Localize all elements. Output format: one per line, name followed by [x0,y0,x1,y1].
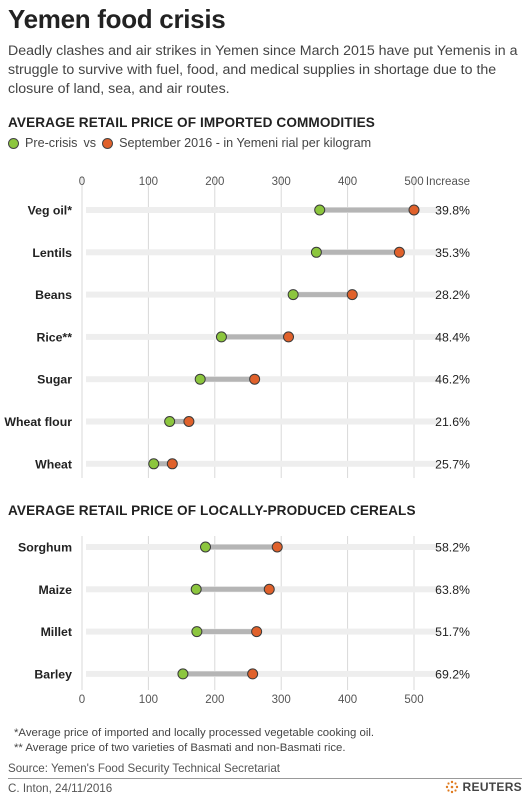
section-title-local: AVERAGE RETAIL PRICE OF LOCALLY-PRODUCED… [8,503,416,518]
pre-crisis-point [177,668,189,680]
increase-value: 46.2% [435,373,470,387]
sept-2016-point [251,626,263,638]
row-track [86,376,440,383]
sept-2016-point [346,289,358,301]
increase-value: 51.7% [435,625,470,639]
pre-crisis-point [200,541,212,553]
sept-2016-point [247,668,259,680]
category-label: Wheat [35,457,72,471]
x-tick-label: 300 [272,694,291,706]
increase-value: 21.6% [435,415,470,429]
increase-value: 39.8% [435,204,470,218]
increase-value: 35.3% [435,246,470,260]
increase-value: 58.2% [435,541,470,555]
x-tick-label: 0 [79,694,85,706]
row-track [86,460,440,467]
pre-crisis-point [215,331,227,343]
x-tick-label: 200 [205,176,224,188]
footnote-rice: ** Average price of two varieties of Bas… [14,742,346,754]
sept-2016-point [283,331,295,343]
increase-value: 48.4% [435,330,470,344]
x-tick-label: 500 [404,694,423,706]
increase-header: Increase [426,176,470,188]
pre-crisis-point [287,289,299,301]
category-label: Beans [35,288,72,302]
track-layer [86,207,440,677]
category-label: Barley [34,667,72,681]
legend-pre-marker [8,137,19,149]
sept-2016-point [408,204,420,216]
category-label: Lentils [32,246,72,260]
x-tick-label: 400 [338,176,357,188]
source-text: Source: Yemen's Food Security Technical … [8,762,281,775]
pre-crisis-point [314,204,326,216]
mark-layer [148,204,420,680]
x-tick-label: 400 [338,694,357,706]
page-subtitle: Deadly clashes and air strikes in Yemen … [8,43,518,97]
pre-crisis-point [190,583,202,595]
reuters-logo: REUTERS [445,780,522,794]
row-track [86,249,440,256]
sept-2016-point [271,541,283,553]
pre-crisis-point [194,373,206,385]
sept-2016-point [393,246,405,258]
pre-crisis-point [164,416,176,427]
x-tick-label: 0 [79,176,85,188]
footnote-veg-oil: *Average price of imported and locally p… [14,727,375,739]
legend: Pre-crisis vs September 2016 - in Yemeni… [8,136,377,150]
footnotes: *Average price of imported and locally p… [14,726,374,756]
legend-post-label: September 2016 - in Yemeni rial per kilo… [119,136,372,150]
category-label: Maize [39,583,73,597]
sept-2016-point [183,416,195,427]
increase-value: 69.2% [435,667,470,681]
legend-post-marker [102,137,114,149]
category-label: Sugar [37,373,72,387]
row-track [86,291,440,298]
increase-value: 63.8% [435,583,470,597]
row-track [86,670,440,677]
grid-layer [81,176,415,690]
legend-pre-label: Pre-crisis [25,136,78,150]
increase-value: 28.2% [435,288,470,302]
row-track [86,207,440,213]
x-tick-label: 200 [205,694,224,706]
x-tick-label: 500 [404,176,423,188]
x-tick-label: 100 [139,694,158,706]
category-label: Sorghum [18,541,72,555]
increase-value: 25.7% [435,457,470,471]
sept-2016-point [249,373,261,385]
pre-crisis-point [191,626,203,638]
reuters-logo-text: REUTERS [462,780,522,794]
x-tick-label: 300 [272,176,291,188]
sept-2016-point [166,458,178,470]
legend-vs: vs [83,136,97,150]
section-title-imported: AVERAGE RETAIL PRICE OF IMPORTED COMMODI… [8,115,375,130]
credit-text: C. Inton, 24/11/2016 [8,782,113,795]
category-label: Millet [41,625,72,639]
category-label: Rice** [36,330,72,344]
reuters-logo-icon [445,780,458,794]
footer-divider [8,778,522,779]
row-track [86,628,440,635]
category-label: Wheat flour [4,415,72,429]
row-track [86,418,440,425]
pre-crisis-point [148,458,160,470]
page-title: Yemen food crisis [8,4,226,34]
x-tick-label: 100 [139,176,158,188]
category-label: Veg oil* [28,204,73,218]
pre-crisis-point [310,246,322,258]
sept-2016-point [263,583,275,595]
